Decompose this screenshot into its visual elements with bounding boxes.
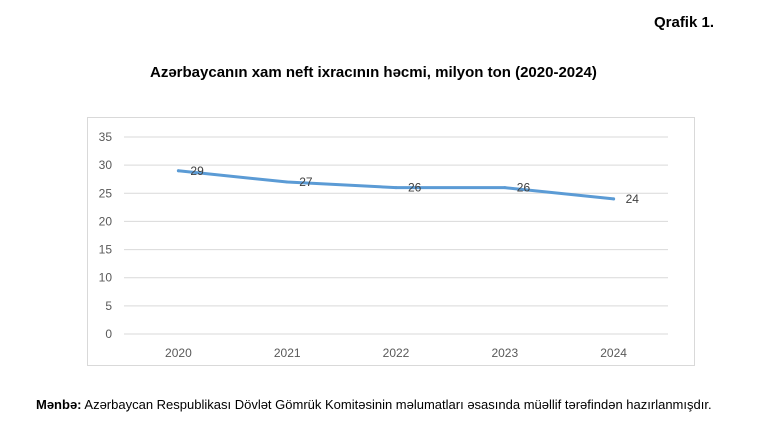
data-point (285, 180, 289, 184)
data-point (176, 169, 180, 173)
source-text: Azərbaycan Respublikası Dövlət Gömrük Ko… (81, 397, 712, 412)
y-tick-label: 30 (99, 158, 113, 172)
y-tick-label: 0 (105, 327, 112, 341)
source-label: Mənbə: (36, 397, 82, 412)
y-tick-label: 20 (99, 214, 113, 228)
gridlines (124, 136, 668, 335)
figure-label: Qrafik 1. (653, 14, 714, 31)
data-point (612, 197, 616, 201)
x-tick-label: 2020 (165, 346, 192, 360)
data-label: 24 (626, 192, 640, 206)
data-label: 27 (299, 175, 313, 189)
data-point (394, 186, 398, 190)
x-tick-label: 2023 (491, 346, 518, 360)
y-tick-label: 35 (99, 130, 113, 144)
x-tick-label: 2022 (383, 346, 410, 360)
data-labels: 29 27 26 26 24 (190, 164, 639, 206)
y-tick-label: 25 (99, 186, 113, 200)
chart-title: Azərbaycanın xam neft ixracının həcmi, m… (150, 64, 597, 81)
data-point (503, 186, 507, 190)
y-tick-label: 10 (99, 271, 113, 285)
data-label: 26 (408, 181, 422, 195)
chart-area (87, 117, 695, 366)
data-label: 29 (190, 164, 204, 178)
x-axis-tick-labels: 2020 2021 2022 2023 2024 (165, 346, 627, 360)
y-tick-label: 5 (105, 299, 112, 313)
x-tick-label: 2024 (600, 346, 627, 360)
series-layer (176, 169, 616, 201)
x-tick-label: 2021 (274, 346, 301, 360)
data-label: 26 (517, 181, 531, 195)
y-axis-tick-labels: 0 5 10 15 20 25 30 35 (99, 130, 113, 341)
source-note: Mənbə: Azərbaycan Respublikası Dövlət Gö… (36, 396, 762, 413)
series-line (176, 169, 616, 201)
y-tick-label: 15 (99, 243, 113, 257)
